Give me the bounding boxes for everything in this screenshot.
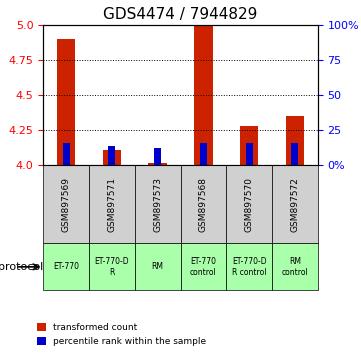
Text: ET-770-D
R control: ET-770-D R control: [232, 257, 266, 276]
Text: protocol: protocol: [0, 262, 43, 272]
FancyBboxPatch shape: [226, 165, 272, 244]
Bar: [148, 162, 167, 165]
FancyBboxPatch shape: [180, 244, 226, 290]
FancyBboxPatch shape: [43, 165, 89, 244]
Bar: [245, 143, 253, 165]
Bar: [240, 126, 258, 165]
Text: GSM897572: GSM897572: [290, 177, 299, 232]
FancyBboxPatch shape: [89, 165, 135, 244]
Bar: [109, 145, 116, 165]
FancyBboxPatch shape: [135, 244, 180, 290]
Text: ET-770
control: ET-770 control: [190, 257, 217, 276]
Text: GSM897569: GSM897569: [62, 177, 71, 232]
FancyBboxPatch shape: [43, 244, 89, 290]
FancyBboxPatch shape: [135, 165, 180, 244]
FancyBboxPatch shape: [180, 165, 226, 244]
FancyBboxPatch shape: [89, 244, 135, 290]
Bar: [200, 143, 207, 165]
Text: GSM897570: GSM897570: [245, 177, 253, 232]
Bar: [63, 143, 70, 165]
Text: ET-770-D
R: ET-770-D R: [95, 257, 129, 276]
Bar: [57, 39, 75, 165]
Title: GDS4474 / 7944829: GDS4474 / 7944829: [103, 7, 258, 22]
FancyBboxPatch shape: [272, 244, 318, 290]
Text: GSM897573: GSM897573: [153, 177, 162, 232]
FancyBboxPatch shape: [226, 244, 272, 290]
Legend: transformed count, percentile rank within the sample: transformed count, percentile rank withi…: [34, 320, 210, 349]
Text: GSM897568: GSM897568: [199, 177, 208, 232]
Text: ET-770: ET-770: [53, 262, 79, 272]
Bar: [154, 148, 161, 165]
FancyBboxPatch shape: [272, 165, 318, 244]
Bar: [103, 150, 121, 165]
Bar: [286, 116, 304, 165]
Text: GSM897571: GSM897571: [108, 177, 116, 232]
Text: RM: RM: [152, 262, 164, 272]
Bar: [194, 25, 213, 165]
Bar: [291, 143, 298, 165]
Text: RM
control: RM control: [282, 257, 308, 276]
